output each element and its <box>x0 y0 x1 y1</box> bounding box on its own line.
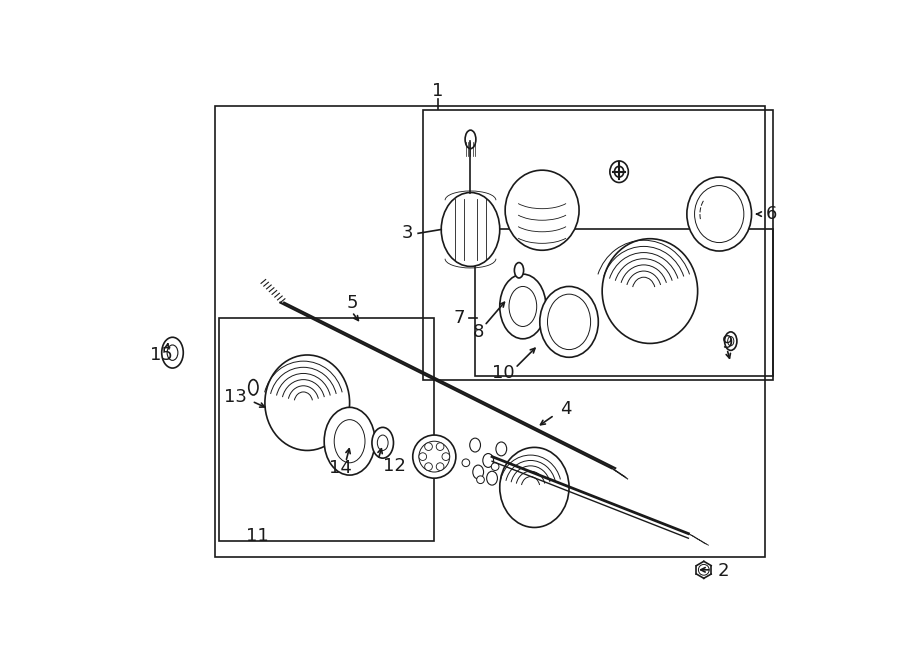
Ellipse shape <box>602 239 698 344</box>
Ellipse shape <box>695 186 743 243</box>
Ellipse shape <box>377 435 388 450</box>
Ellipse shape <box>442 453 450 461</box>
Ellipse shape <box>465 130 476 149</box>
Text: 15: 15 <box>149 346 173 364</box>
Ellipse shape <box>615 167 624 177</box>
Text: 2: 2 <box>717 562 729 580</box>
Ellipse shape <box>248 379 258 395</box>
Ellipse shape <box>491 463 499 471</box>
Ellipse shape <box>698 564 709 575</box>
Ellipse shape <box>162 337 184 368</box>
Text: 9: 9 <box>722 334 733 352</box>
Text: 3: 3 <box>402 224 413 243</box>
Ellipse shape <box>413 435 456 478</box>
Ellipse shape <box>425 443 432 450</box>
Bar <box>215 106 765 557</box>
Ellipse shape <box>477 476 484 484</box>
Ellipse shape <box>462 459 470 467</box>
Ellipse shape <box>418 442 450 472</box>
Ellipse shape <box>441 192 500 266</box>
Text: 14: 14 <box>328 459 352 477</box>
Ellipse shape <box>334 420 365 463</box>
Text: 6: 6 <box>765 205 777 223</box>
Ellipse shape <box>724 332 737 350</box>
Ellipse shape <box>470 438 481 452</box>
Text: 10: 10 <box>492 364 515 383</box>
Ellipse shape <box>167 345 178 360</box>
Ellipse shape <box>547 294 590 350</box>
Text: 1: 1 <box>433 82 444 100</box>
Text: 4: 4 <box>560 400 572 418</box>
Text: 13: 13 <box>224 387 248 406</box>
Ellipse shape <box>500 274 546 339</box>
Bar <box>475 229 773 375</box>
Ellipse shape <box>482 453 493 467</box>
Text: 8: 8 <box>472 323 484 341</box>
Ellipse shape <box>505 170 579 251</box>
Ellipse shape <box>610 161 628 182</box>
Ellipse shape <box>418 453 427 461</box>
Bar <box>219 318 435 541</box>
Ellipse shape <box>687 177 752 251</box>
Ellipse shape <box>540 286 598 358</box>
Text: 12: 12 <box>382 457 406 475</box>
Ellipse shape <box>436 443 444 450</box>
Ellipse shape <box>324 407 375 475</box>
Ellipse shape <box>372 428 393 458</box>
Ellipse shape <box>728 336 733 346</box>
Ellipse shape <box>265 355 349 450</box>
Ellipse shape <box>425 463 432 471</box>
Ellipse shape <box>487 471 498 485</box>
Ellipse shape <box>509 286 536 327</box>
Ellipse shape <box>515 262 524 278</box>
Ellipse shape <box>472 465 483 479</box>
Text: 5: 5 <box>346 293 357 311</box>
Ellipse shape <box>496 442 507 456</box>
Ellipse shape <box>436 463 444 471</box>
Bar <box>423 110 773 379</box>
Text: 7: 7 <box>454 309 465 327</box>
Ellipse shape <box>500 447 569 527</box>
Text: 11: 11 <box>246 527 268 545</box>
